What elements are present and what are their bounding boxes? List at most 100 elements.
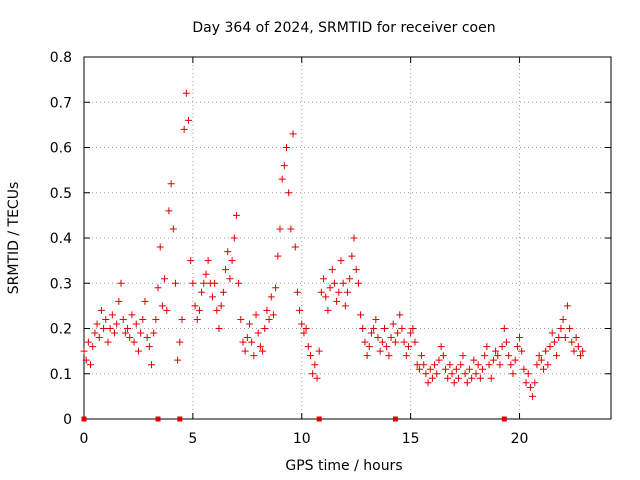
- data-point: [298, 320, 306, 328]
- data-point: [256, 343, 264, 351]
- data-point: [550, 338, 558, 346]
- data-point: [320, 275, 328, 283]
- data-point: [324, 306, 332, 314]
- data-point: [328, 266, 336, 274]
- data-point: [461, 370, 469, 378]
- data-point: [566, 325, 574, 332]
- data-point: [104, 338, 112, 346]
- data-point: [400, 338, 408, 346]
- x-tick-label: 10: [293, 431, 311, 447]
- grid-lines: [84, 57, 611, 419]
- data-point: [87, 361, 95, 369]
- data-point: [437, 343, 445, 351]
- data-point: [337, 257, 345, 265]
- x-axis-label: GPS time / hours: [285, 458, 402, 474]
- data-point: [498, 343, 506, 351]
- data-point: [459, 352, 467, 360]
- y-tick-label: 0.6: [50, 141, 72, 157]
- data-point: [450, 379, 458, 387]
- data-point: [577, 352, 585, 360]
- data-point: [433, 370, 441, 378]
- zero-marker: [501, 416, 507, 422]
- data-point: [106, 325, 114, 332]
- data-point: [276, 225, 284, 233]
- data-point: [224, 248, 232, 256]
- data-point: [568, 338, 576, 346]
- data-point: [496, 361, 504, 369]
- y-tick-label: 0.3: [50, 276, 72, 292]
- data-point: [163, 306, 171, 314]
- y-tick-label: 0: [63, 412, 72, 428]
- data-point: [158, 302, 166, 310]
- y-tick-label: 0.4: [50, 231, 72, 247]
- data-point: [553, 352, 561, 360]
- data-point: [511, 356, 519, 364]
- data-point: [489, 356, 497, 364]
- data-point: [97, 306, 105, 314]
- data-point: [479, 365, 487, 373]
- data-point: [385, 352, 393, 360]
- data-point: [474, 361, 482, 369]
- data-point: [529, 392, 537, 400]
- data-point: [374, 334, 382, 342]
- data-point: [246, 320, 254, 328]
- data-point: [280, 162, 288, 170]
- data-point: [535, 352, 543, 360]
- data-point: [169, 225, 177, 233]
- data-point: [110, 329, 118, 337]
- data-point: [559, 315, 567, 323]
- data-point: [145, 343, 153, 351]
- data-point: [413, 361, 421, 369]
- data-point: [407, 329, 415, 337]
- data-point: [348, 252, 356, 260]
- data-point: [509, 370, 517, 378]
- data-point: [289, 130, 297, 138]
- data-point: [228, 257, 236, 265]
- data-point: [274, 252, 282, 260]
- data-point: [208, 293, 216, 301]
- data-point: [500, 325, 508, 332]
- data-point: [226, 275, 234, 283]
- data-point: [243, 334, 251, 342]
- data-point: [141, 297, 149, 305]
- data-point: [254, 329, 262, 337]
- data-point: [100, 325, 108, 332]
- data-point: [156, 243, 164, 251]
- data-point: [570, 347, 578, 355]
- data-point: [555, 334, 563, 342]
- data-point: [378, 338, 386, 346]
- data-point: [291, 243, 299, 251]
- data-point: [435, 356, 443, 364]
- data-point: [182, 89, 190, 97]
- data-point: [548, 329, 556, 337]
- data-point: [339, 279, 347, 287]
- data-point: [422, 370, 430, 378]
- data-point: [269, 311, 277, 319]
- data-point: [531, 379, 539, 387]
- data-point: [326, 284, 334, 292]
- y-tick-label: 0.5: [50, 186, 72, 202]
- data-point: [518, 347, 526, 355]
- data-point: [143, 334, 151, 342]
- data-point: [108, 311, 116, 319]
- data-point: [505, 352, 513, 360]
- x-tick-label: 20: [511, 431, 529, 447]
- x-tick-label: 15: [402, 431, 420, 447]
- data-point: [178, 315, 186, 323]
- data-point: [444, 374, 452, 382]
- data-point: [572, 334, 580, 342]
- data-point: [211, 279, 219, 287]
- data-point: [241, 347, 249, 355]
- data-point: [391, 338, 399, 346]
- data-point: [513, 343, 521, 351]
- data-point: [394, 329, 402, 337]
- data-point: [574, 343, 582, 351]
- data-point: [302, 325, 310, 332]
- data-point: [93, 320, 101, 328]
- data-point: [230, 234, 238, 242]
- data-point: [161, 275, 169, 283]
- zero-marker: [177, 416, 183, 422]
- data-point: [481, 352, 489, 360]
- data-point: [152, 315, 160, 323]
- data-point: [272, 284, 280, 292]
